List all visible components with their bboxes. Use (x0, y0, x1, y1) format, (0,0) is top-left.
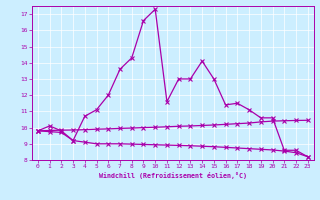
X-axis label: Windchill (Refroidissement éolien,°C): Windchill (Refroidissement éolien,°C) (99, 172, 247, 179)
